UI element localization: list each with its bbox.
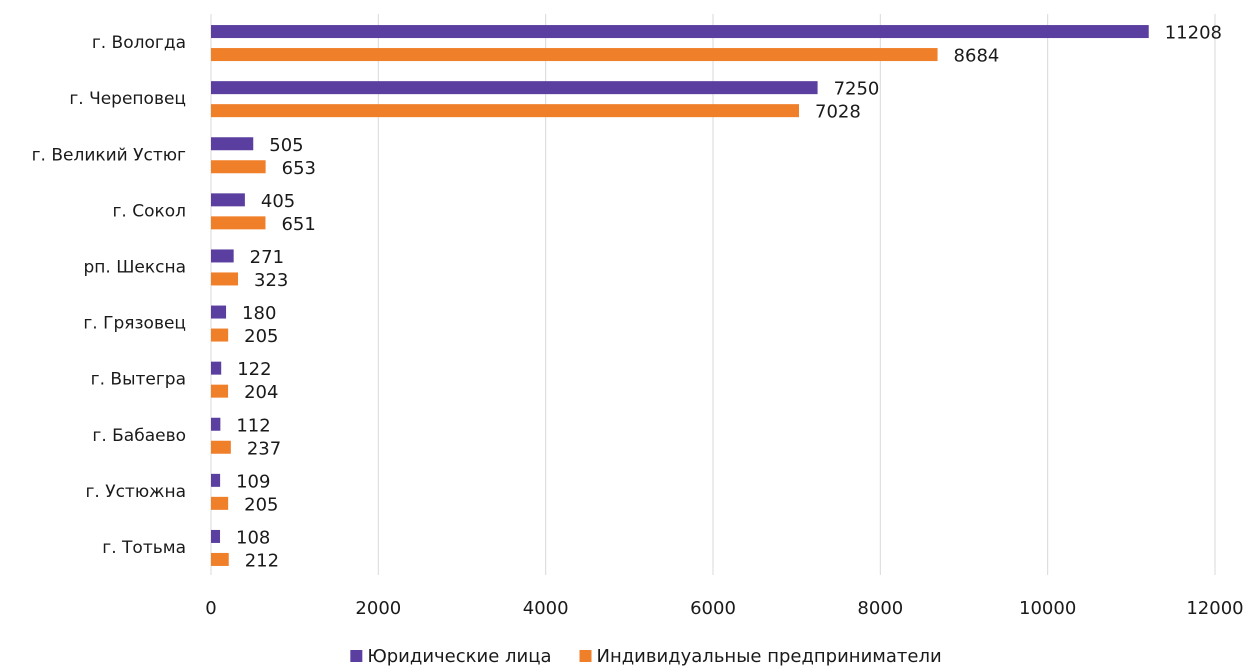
bar-entrepreneurs bbox=[211, 496, 229, 510]
data-label: 212 bbox=[245, 550, 279, 571]
data-label: 405 bbox=[261, 191, 295, 212]
data-label: 7028 bbox=[815, 102, 861, 123]
category-labels: г. Вологда г. Череповец г. Великий Устюг г.… bbox=[32, 33, 186, 558]
legend-swatch bbox=[579, 650, 592, 662]
legend-swatch bbox=[350, 650, 363, 662]
x-tick-label: 12000 bbox=[1186, 598, 1243, 619]
data-label: 112 bbox=[236, 415, 270, 436]
category-label: г. Грязовец bbox=[83, 314, 186, 334]
bar-legal-entities bbox=[211, 473, 221, 487]
x-tick-label: 0 bbox=[205, 598, 216, 619]
bar-entrepreneurs bbox=[211, 384, 229, 398]
category-label: г. Череповец bbox=[69, 89, 186, 109]
bar-legal-entities bbox=[211, 81, 818, 95]
bar-entrepreneurs bbox=[211, 272, 239, 286]
data-label: 323 bbox=[254, 270, 288, 291]
data-label: 237 bbox=[247, 438, 281, 459]
bar-entrepreneurs bbox=[211, 552, 229, 566]
data-label: 8684 bbox=[954, 46, 1000, 67]
data-label: 271 bbox=[250, 247, 284, 268]
data-label: 204 bbox=[244, 382, 278, 403]
data-label: 653 bbox=[282, 158, 316, 179]
category-label: рп. Шексна bbox=[84, 257, 187, 277]
category-label: г. Вытегра bbox=[91, 370, 186, 390]
data-label: 651 bbox=[281, 214, 315, 235]
bar-legal-entities bbox=[211, 305, 227, 319]
data-label: 11208 bbox=[1165, 23, 1222, 44]
data-label: 109 bbox=[236, 471, 270, 492]
category-label: г. Тотьма bbox=[102, 538, 186, 558]
data-label: 180 bbox=[242, 303, 276, 324]
bar-legal-entities bbox=[211, 137, 254, 151]
x-axis-tick-labels: 0 2000 4000 6000 8000 10000 12000 bbox=[205, 598, 1243, 619]
x-tick-label: 6000 bbox=[690, 598, 736, 619]
data-label: 205 bbox=[244, 326, 278, 347]
category-label: г. Бабаево bbox=[92, 426, 186, 446]
category-label: г. Устюжна bbox=[85, 482, 186, 502]
legend-label: Индивидуальные предприниматели bbox=[597, 646, 942, 667]
category-label: г. Вологда bbox=[92, 33, 186, 53]
legend: Юридические лица Индивидуальные предприни… bbox=[350, 646, 942, 667]
bar-entrepreneurs bbox=[211, 440, 231, 454]
data-labels-layer: 1120886847250702850565340565127132318020… bbox=[236, 23, 1222, 572]
legend-label: Юридические лица bbox=[367, 646, 551, 667]
bar-legal-entities bbox=[211, 249, 234, 263]
x-tick-label: 4000 bbox=[523, 598, 569, 619]
x-tick-label: 10000 bbox=[1019, 598, 1076, 619]
data-label: 205 bbox=[244, 494, 278, 515]
bars-layer bbox=[211, 25, 1149, 566]
x-tick-label: 8000 bbox=[857, 598, 903, 619]
bar-legal-entities bbox=[211, 193, 245, 207]
bar-legal-entities bbox=[211, 25, 1149, 39]
grid-lines bbox=[210, 14, 1216, 575]
bar-entrepreneurs bbox=[211, 104, 800, 118]
data-label: 122 bbox=[237, 359, 271, 380]
bar-entrepreneurs bbox=[211, 328, 229, 342]
bar-entrepreneurs bbox=[211, 160, 266, 174]
data-label: 7250 bbox=[834, 79, 880, 100]
x-tick-label: 2000 bbox=[355, 598, 401, 619]
bar-legal-entities bbox=[211, 529, 221, 543]
category-label: г. Великий Устюг bbox=[32, 145, 186, 165]
bar-legal-entities bbox=[211, 361, 222, 375]
bar-entrepreneurs bbox=[211, 48, 938, 62]
data-label: 108 bbox=[236, 527, 270, 548]
bar-legal-entities bbox=[211, 417, 221, 431]
bar-entrepreneurs bbox=[211, 216, 266, 230]
category-label: г. Сокол bbox=[112, 201, 186, 221]
data-label: 505 bbox=[269, 135, 303, 156]
